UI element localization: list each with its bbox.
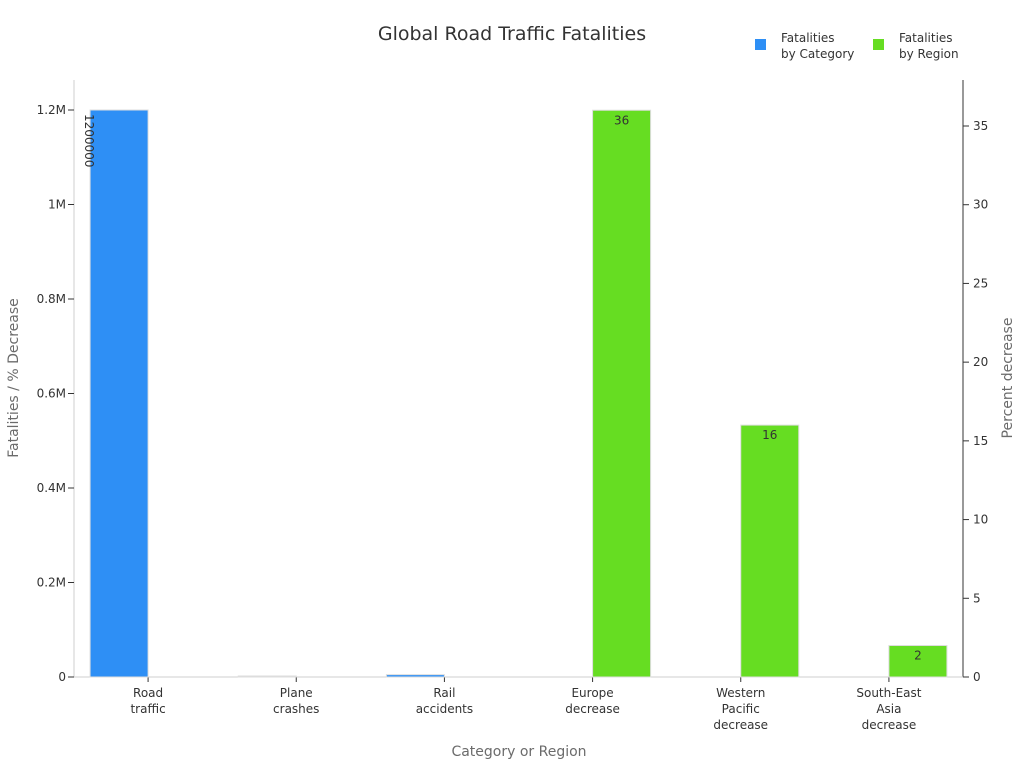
x-tick-label-line: traffic <box>130 702 165 716</box>
right-tick-label: 10 <box>973 513 988 527</box>
x-tick-label-line: Europe <box>571 686 613 700</box>
bar-data-label: 2 <box>914 649 922 663</box>
bar-data-label: 1200000 <box>82 114 96 167</box>
bar-region <box>888 645 948 678</box>
left-tick-label: 1.2M <box>37 103 66 117</box>
right-tick-label: 35 <box>973 119 988 133</box>
x-tick-label-line: Asia <box>876 702 901 716</box>
legend-label-region-line2: by Region <box>899 47 959 61</box>
bar-category <box>237 675 297 678</box>
bar-data-label: 36 <box>614 113 629 127</box>
x-tick-label-line: accidents <box>416 702 473 716</box>
x-tick-label-line: South-East <box>856 686 921 700</box>
bar-region <box>592 109 652 678</box>
x-axis-title: Category or Region <box>451 744 586 760</box>
legend: Fatalities by Category Fatalities by Reg… <box>755 31 959 61</box>
x-tick-label-line: Western <box>716 686 765 700</box>
svg-text:Fatalities by Region: Fatalities by Region <box>899 31 959 61</box>
x-axis-ticks: Road traffic Plane crashes Rail accidents Euro… <box>130 677 922 732</box>
x-tick-label-line: decrease <box>565 702 620 716</box>
right-tick-label: 20 <box>973 355 988 369</box>
right-tick-label: 25 <box>973 276 988 290</box>
x-tick-label: Road traffic <box>130 686 165 716</box>
legend-label-region-line1: Fatalities <box>899 31 953 45</box>
x-tick-label-line: crashes <box>273 702 319 716</box>
legend-swatch-category <box>755 39 766 50</box>
x-tick-label-line: Plane <box>280 686 313 700</box>
left-tick-label: 0.4M <box>37 481 66 495</box>
x-tick-label-line: decrease <box>862 718 917 732</box>
svg-text:Fatalities by Category: Fatalities by Category <box>781 31 854 61</box>
left-tick-label: 1M <box>48 198 66 212</box>
x-tick-label: South-East Asia decrease <box>856 686 921 732</box>
left-tick-label: 0.8M <box>37 292 66 306</box>
legend-item-region[interactable]: Fatalities by Region <box>873 31 959 61</box>
chart-title: Global Road Traffic Fatalities <box>378 23 646 45</box>
x-tick-label: Western Pacific decrease <box>713 686 768 732</box>
left-tick-label: 0 <box>58 670 66 684</box>
legend-item-category[interactable]: Fatalities by Category <box>755 31 854 61</box>
x-tick-label-line: Road <box>133 686 163 700</box>
bars <box>89 109 948 678</box>
x-tick-label: Europe decrease <box>565 686 620 716</box>
left-tick-label: 0.2M <box>37 576 66 590</box>
right-tick-label: 30 <box>973 198 988 212</box>
x-tick-label: Plane crashes <box>273 686 319 716</box>
left-y-axis-ticks: 0 0.2M 0.4M 0.6M 0.8M 1M 1.2M <box>37 103 74 684</box>
x-tick-label-line: decrease <box>713 718 768 732</box>
right-tick-label: 0 <box>973 670 981 684</box>
right-tick-label: 15 <box>973 434 988 448</box>
bar-category <box>89 109 149 678</box>
x-tick-label-line: Rail <box>433 686 455 700</box>
left-tick-label: 0.6M <box>37 387 66 401</box>
x-tick-label-line: Pacific <box>722 702 760 716</box>
legend-label-category-line2: by Category <box>781 47 854 61</box>
bar-region <box>740 424 800 678</box>
right-tick-label: 5 <box>973 591 981 605</box>
legend-label-category-line1: Fatalities <box>781 31 835 45</box>
bar-category <box>385 674 445 678</box>
right-y-axis-ticks: 0 5 10 15 20 25 30 35 <box>963 119 988 684</box>
right-y-axis-title: Percent decrease <box>1000 318 1016 439</box>
bar-labels: 1200000 36 16 2 <box>82 113 922 662</box>
left-y-axis-title: Fatalities / % Decrease <box>6 298 22 458</box>
bar-data-label: 16 <box>762 428 777 442</box>
x-tick-label: Rail accidents <box>416 686 473 716</box>
legend-swatch-region <box>873 39 884 50</box>
